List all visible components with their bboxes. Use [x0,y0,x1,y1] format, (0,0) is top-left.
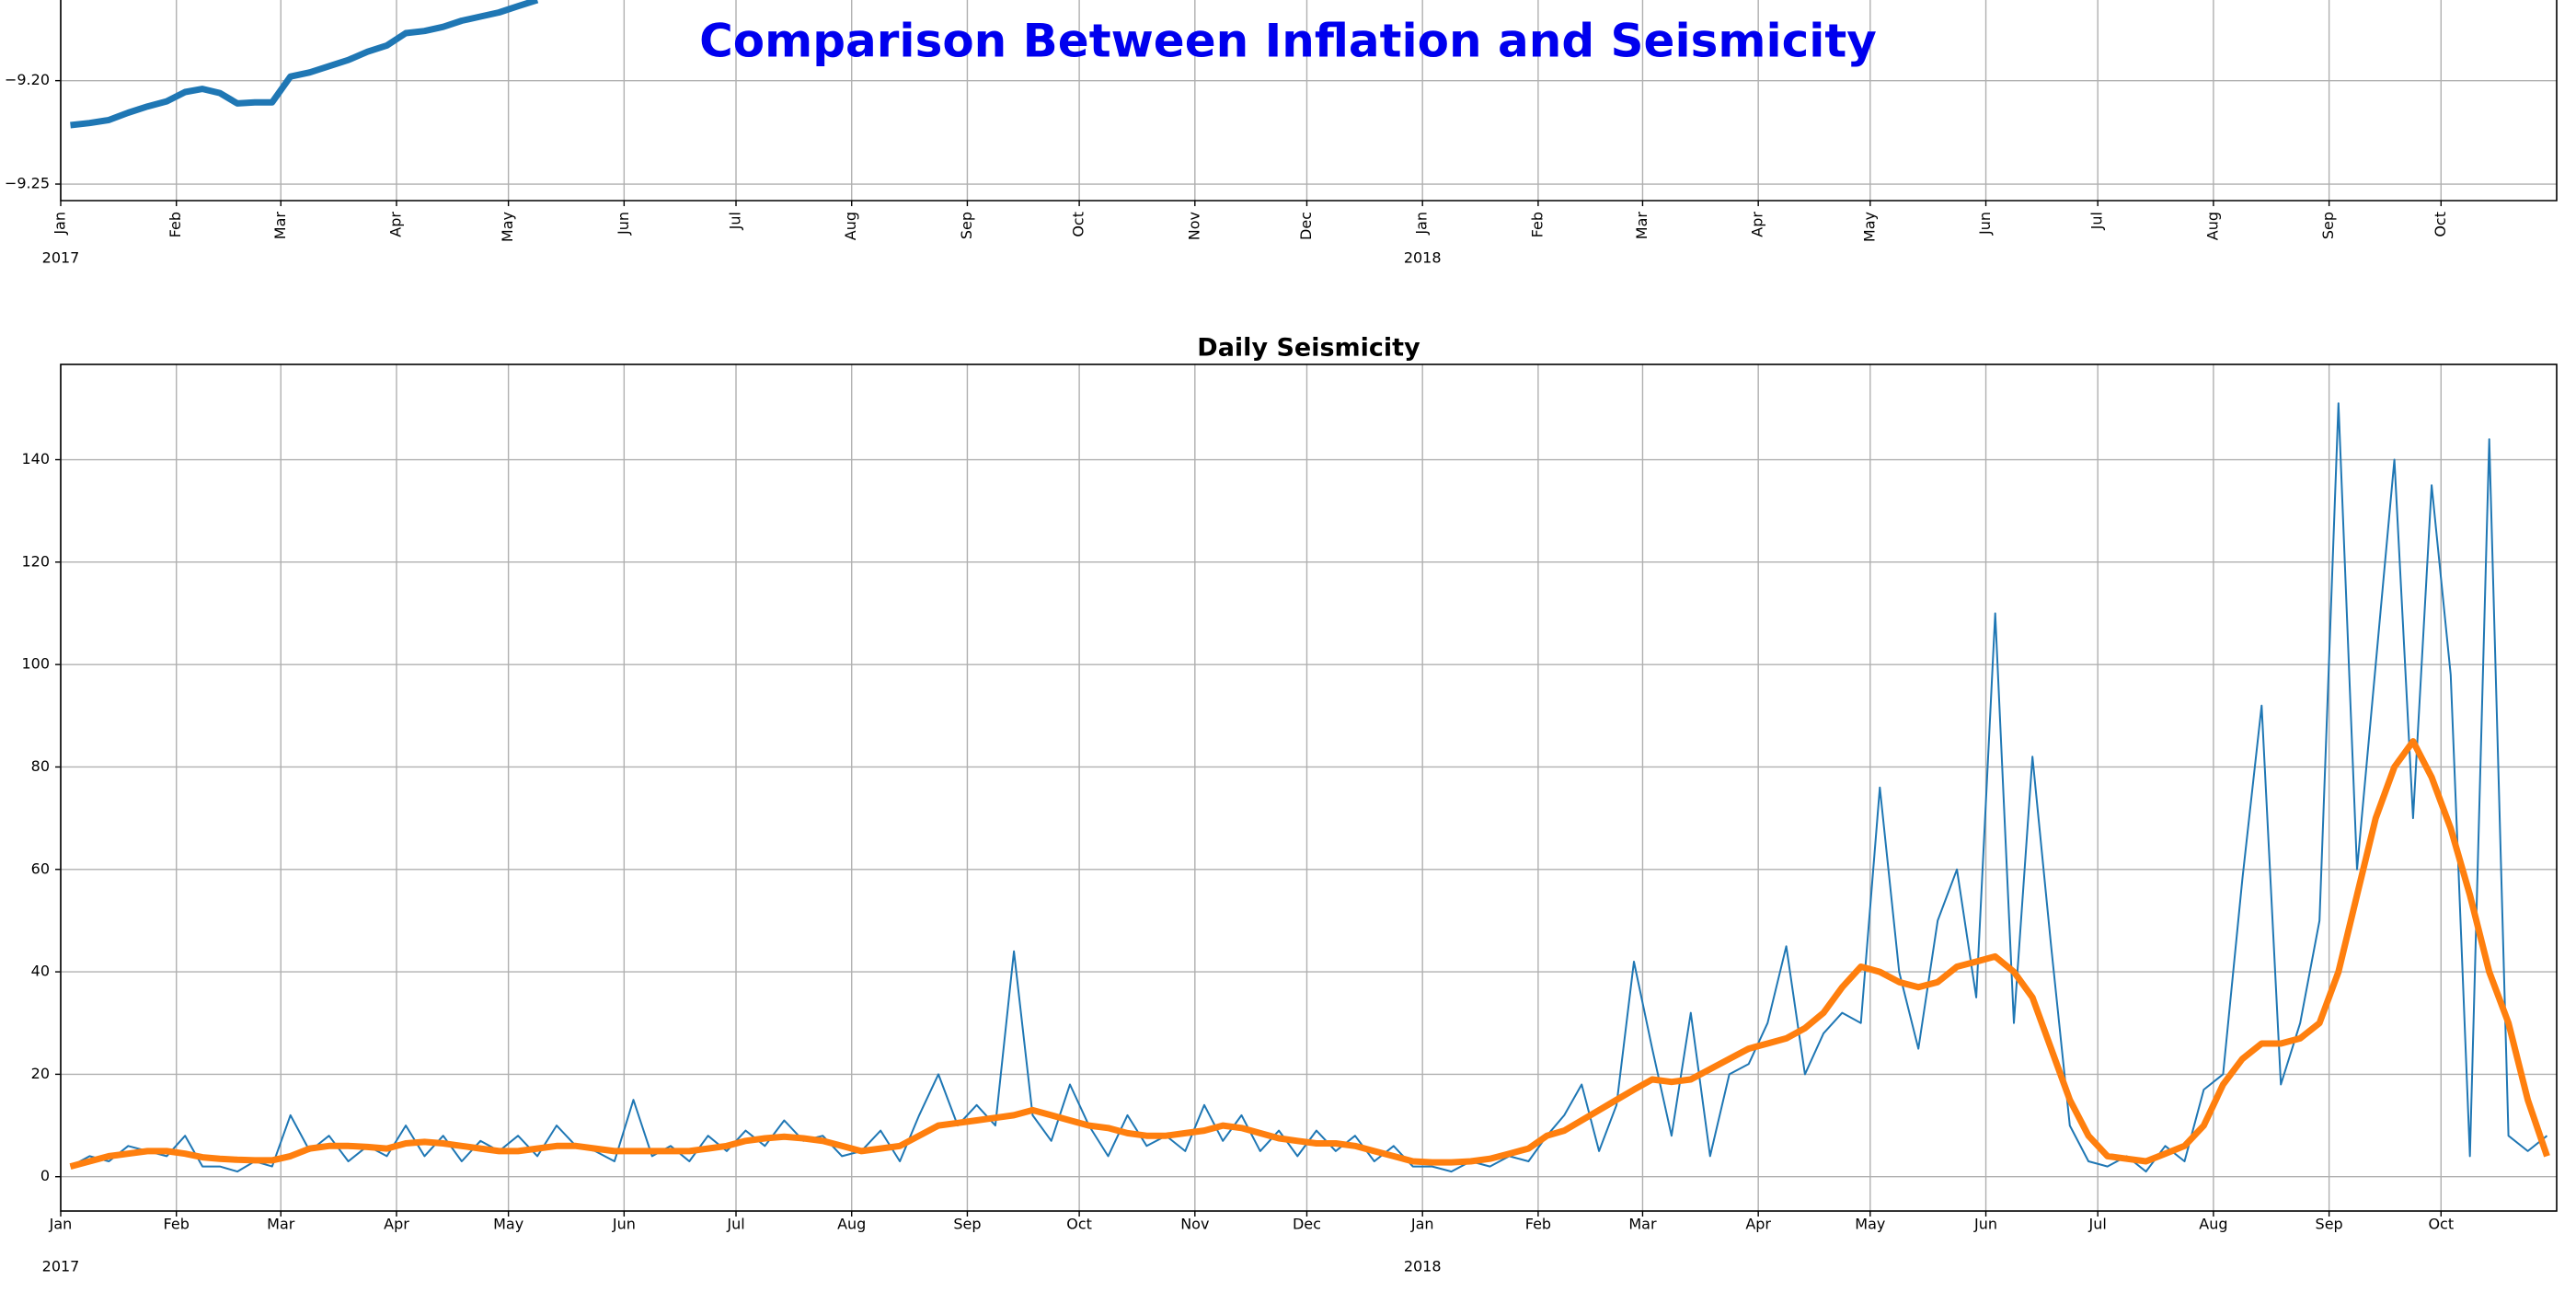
year-label: 2018 [1404,249,1442,267]
y-tick-label: 140 [21,450,50,467]
x-tick-label: Sep [958,212,975,239]
x-tick-label: Jan [1410,1216,1434,1233]
x-tick-label: May [499,212,516,242]
x-tick-label: Apr [384,1216,409,1233]
x-tick-label: Apr [1749,212,1766,237]
axes-frame [60,0,2558,202]
series-line [70,0,539,129]
x-tick-label: Jan [49,1216,73,1233]
x-tick-label: Sep [2319,212,2337,239]
x-tick-label: Aug [837,1216,866,1233]
y-tick-label: 60 [31,859,50,877]
x-tick-label: Jul [2088,212,2106,230]
y-tick-label: 20 [31,1065,50,1082]
x-tick-label: Jul [727,212,744,230]
y-tick-label: 100 [21,655,50,673]
plot-area [70,0,539,129]
y-tick-label: 80 [31,757,50,775]
y-tick-label: 0 [40,1167,50,1184]
x-tick-label: Jun [612,1216,636,1233]
x-tick-label: Sep [953,1216,981,1233]
x-tick-label: Jun [1973,1216,1997,1233]
plot-area [69,402,2550,1173]
x-tick-label: Mar [271,212,289,240]
y-tick-label: −9.25 [5,175,50,192]
x-tick-label: Jun [615,212,632,236]
x-tick-label: Feb [164,1216,190,1233]
y-tick-label: 40 [31,963,50,980]
figure-title: Comparison Between Inflation and Seismic… [699,15,1877,68]
axes-frame [60,363,2558,1212]
x-tick-label: Nov [1185,212,1202,240]
plots: −9.25 −9.20 Jan Feb Mar Apr May Jun Jul Aug Sep Oct… [5,0,2558,1275]
y-tick-label: 120 [21,552,50,570]
series-line [70,402,2548,1173]
x-tick-label: Aug [2203,212,2221,240]
x-tick-label: Jan [52,212,69,236]
x-tick-label: Dec [1293,1216,1321,1233]
x-tick-label: Apr [1745,1216,1771,1233]
x-tick-label: Jun [1976,212,1994,236]
x-tick-label: Nov [1180,1216,1209,1233]
x-tick-label: May [1860,212,1878,242]
x-tick-label: Jul [726,1216,744,1233]
x-tick-label: Oct [1066,1216,1092,1233]
x-tick-label: Mar [267,1216,295,1233]
year-label: 2018 [1404,1258,1442,1275]
x-tick-label: Mar [1633,212,1650,240]
x-tick-label: Jul [2088,1216,2107,1233]
x-tick-label: May [1855,1216,1885,1233]
x-tick-label: Mar [1628,1216,1657,1233]
x-tick-label: Apr [386,212,404,237]
x-tick-label: Feb [167,212,184,237]
year-label: 2017 [42,249,80,267]
year-label: 2017 [42,1258,80,1275]
y-tick-label: −9.20 [5,71,50,88]
x-tick-label: Aug [842,212,859,240]
x-tick-label: Feb [1528,212,1546,237]
x-tick-label: May [493,1216,523,1233]
x-tick-label: Jan [1413,212,1431,236]
x-tick-label: Feb [1525,1216,1551,1233]
x-tick-label: Aug [2199,1216,2227,1233]
x-tick-label: Oct [1070,212,1087,237]
x-tick-label: Oct [2432,212,2449,237]
chart-title: Daily Seismicity [1197,334,1420,363]
x-tick-label: Dec [1297,212,1315,240]
x-tick-label: Sep [2316,1216,2343,1233]
series-line [69,738,2550,1170]
x-tick-label: Oct [2428,1216,2454,1233]
